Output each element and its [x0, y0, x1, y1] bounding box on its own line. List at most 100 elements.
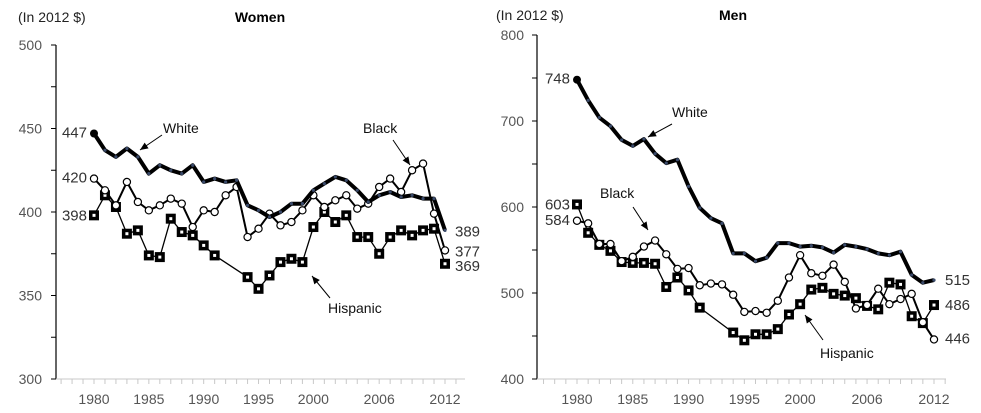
data-point-center: [653, 262, 657, 266]
data-point: [267, 215, 272, 219]
data-point: [606, 239, 615, 249]
start-value-label: 603: [545, 196, 570, 213]
x-tick-label: 1980: [561, 391, 592, 407]
annotation-black: Black: [363, 120, 398, 136]
data-point: [620, 138, 624, 142]
data-point-center: [246, 275, 250, 279]
data-point: [728, 290, 738, 299]
y-tick-label: 500: [501, 285, 525, 301]
data-point: [765, 256, 769, 260]
data-point-center: [642, 261, 646, 265]
data-point-center: [410, 233, 414, 237]
data-point-center: [664, 285, 668, 289]
data-point: [388, 190, 392, 194]
y-tick-label: 500: [19, 37, 43, 53]
y-tick-label: 350: [19, 288, 43, 304]
data-point: [918, 318, 928, 327]
data-point: [843, 243, 847, 247]
data-point: [320, 202, 329, 212]
data-point: [221, 191, 230, 200]
chart-title: Women: [235, 9, 285, 25]
data-point: [798, 244, 802, 249]
data-point: [311, 188, 315, 192]
arrowhead-icon: [402, 156, 410, 165]
data-point-center: [366, 235, 370, 239]
data-point: [399, 195, 403, 199]
data-point: [276, 221, 285, 230]
data-point-center: [698, 306, 702, 310]
data-point: [353, 204, 362, 213]
data-point: [932, 278, 936, 282]
data-point-center: [687, 288, 691, 292]
data-point: [851, 304, 861, 313]
data-point: [133, 197, 143, 207]
data-point-center: [333, 220, 337, 224]
data-point: [573, 75, 581, 84]
data-point: [876, 251, 880, 256]
data-point: [898, 250, 903, 254]
data-point: [213, 177, 217, 181]
data-point-center: [586, 231, 590, 235]
data-point: [144, 206, 154, 215]
data-point: [887, 253, 891, 257]
data-point: [742, 251, 746, 256]
data-point: [818, 271, 827, 280]
annotation-hispanic: Hispanic: [820, 345, 874, 361]
data-point: [180, 171, 184, 176]
data-point: [155, 201, 165, 210]
data-point-center: [843, 294, 847, 298]
data-point-center: [421, 228, 425, 232]
data-point-center: [854, 296, 858, 300]
y-tick-label: 400: [501, 371, 525, 387]
data-point: [169, 168, 173, 172]
data-point: [342, 191, 351, 200]
data-point: [684, 263, 693, 273]
data-point: [278, 210, 283, 214]
data-point: [385, 174, 395, 183]
data-point: [374, 182, 384, 192]
x-tick-label: 2006: [364, 391, 395, 407]
data-point-center: [832, 292, 836, 296]
data-point: [418, 159, 428, 168]
data-point: [675, 158, 680, 162]
series-hispanic: [572, 199, 939, 346]
data-point: [597, 115, 601, 120]
data-point-center: [399, 228, 403, 232]
data-point: [191, 163, 195, 167]
data-point: [243, 232, 252, 242]
data-point: [100, 186, 110, 195]
x-tick-label: 1990: [673, 391, 704, 407]
start-value-label: 584: [545, 212, 570, 229]
x-tick-label: 2006: [851, 391, 882, 407]
data-point-center: [798, 302, 802, 306]
data-point: [583, 219, 593, 228]
data-point: [795, 250, 805, 260]
data-point: [862, 300, 872, 310]
data-point: [377, 193, 381, 197]
data-point: [717, 280, 727, 289]
data-point-center: [158, 255, 162, 259]
data-point-center: [268, 273, 271, 277]
data-point: [686, 184, 691, 188]
data-point: [355, 188, 359, 192]
data-point-center: [910, 314, 914, 318]
y-tick-label: 800: [501, 27, 525, 43]
data-point: [809, 244, 813, 248]
data-point-center: [932, 303, 936, 307]
data-point: [234, 178, 239, 182]
data-point: [440, 246, 450, 255]
data-point-center: [377, 252, 381, 256]
data-point-center: [787, 313, 791, 316]
data-point: [840, 277, 849, 287]
data-point: [921, 281, 925, 285]
end-value-label: 377: [455, 243, 480, 260]
data-point-center: [344, 213, 348, 217]
data-point: [653, 152, 657, 156]
data-point: [642, 137, 646, 141]
data-point: [740, 307, 749, 317]
x-tick-label: 1995: [243, 391, 274, 407]
data-point: [572, 216, 582, 225]
data-point-center: [809, 288, 813, 292]
data-point: [907, 289, 916, 299]
data-point: [631, 144, 635, 148]
